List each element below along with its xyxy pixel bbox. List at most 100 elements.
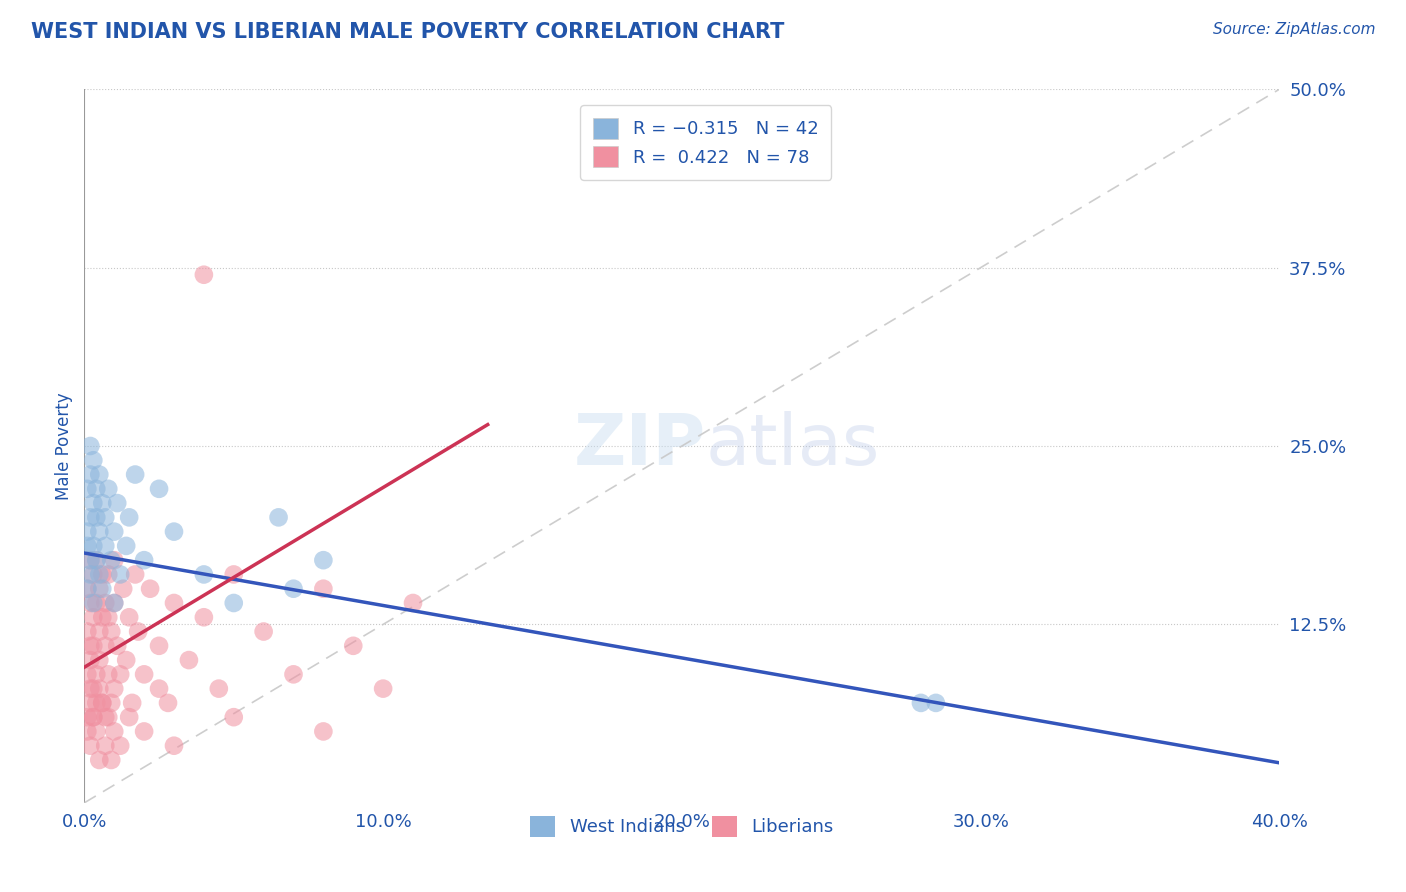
Point	[132, 724, 156, 739]
Point	[76, 667, 98, 681]
Point	[110, 567, 132, 582]
Point	[103, 553, 125, 567]
Point	[208, 681, 231, 696]
Point	[82, 596, 104, 610]
Point	[89, 681, 111, 696]
Point	[127, 624, 149, 639]
Point	[89, 582, 111, 596]
Point	[82, 453, 104, 467]
Point	[94, 739, 117, 753]
Point	[100, 696, 122, 710]
Point	[222, 567, 245, 582]
Point	[79, 596, 101, 610]
Point	[132, 553, 156, 567]
Point	[94, 510, 117, 524]
Point	[193, 567, 215, 582]
Point	[222, 710, 245, 724]
Legend: West Indians, Liberians: West Indians, Liberians	[523, 808, 841, 844]
Point	[139, 582, 162, 596]
Point	[103, 596, 125, 610]
Point	[94, 539, 117, 553]
Point	[91, 696, 114, 710]
Point	[312, 724, 335, 739]
Point	[82, 567, 104, 582]
Point	[105, 496, 128, 510]
Point	[163, 524, 186, 539]
Point	[79, 639, 101, 653]
Point	[177, 653, 200, 667]
Point	[79, 553, 101, 567]
Point	[94, 710, 117, 724]
Point	[76, 724, 98, 739]
Point	[76, 539, 98, 553]
Point	[76, 582, 98, 596]
Point	[110, 667, 132, 681]
Point	[82, 496, 104, 510]
Point	[112, 582, 135, 596]
Point	[89, 567, 111, 582]
Point	[79, 696, 101, 710]
Point	[86, 667, 108, 681]
Point	[342, 639, 364, 653]
Point	[124, 467, 146, 482]
Point	[121, 696, 143, 710]
Point	[82, 639, 104, 653]
Point	[148, 681, 170, 696]
Point	[86, 553, 108, 567]
Point	[79, 567, 101, 582]
Point	[253, 624, 276, 639]
Point	[110, 739, 132, 753]
Point	[163, 596, 186, 610]
Text: Source: ZipAtlas.com: Source: ZipAtlas.com	[1212, 22, 1375, 37]
Text: ZIP: ZIP	[574, 411, 706, 481]
Point	[82, 710, 104, 724]
Point	[89, 753, 111, 767]
Point	[193, 268, 215, 282]
Point	[91, 567, 114, 582]
Y-axis label: Male Poverty: Male Poverty	[55, 392, 73, 500]
Point	[91, 610, 114, 624]
Text: WEST INDIAN VS LIBERIAN MALE POVERTY CORRELATION CHART: WEST INDIAN VS LIBERIAN MALE POVERTY COR…	[31, 22, 785, 42]
Point	[76, 524, 98, 539]
Point	[86, 482, 108, 496]
Point	[86, 724, 108, 739]
Point	[103, 724, 125, 739]
Point	[157, 696, 180, 710]
Point	[100, 553, 122, 567]
Point	[925, 696, 948, 710]
Point	[118, 510, 141, 524]
Point	[76, 624, 98, 639]
Point	[118, 610, 141, 624]
Point	[82, 610, 104, 624]
Point	[79, 553, 101, 567]
Point	[97, 482, 120, 496]
Point	[267, 510, 290, 524]
Point	[115, 539, 138, 553]
Point	[76, 710, 98, 724]
Point	[76, 582, 98, 596]
Point	[79, 467, 101, 482]
Point	[115, 653, 138, 667]
Point	[312, 553, 335, 567]
Point	[103, 681, 125, 696]
Point	[82, 681, 104, 696]
Point	[163, 739, 186, 753]
Point	[82, 710, 104, 724]
Point	[91, 582, 114, 596]
Point	[193, 610, 215, 624]
Point	[79, 681, 101, 696]
Point	[103, 524, 125, 539]
Point	[79, 739, 101, 753]
Point	[97, 710, 120, 724]
Point	[91, 496, 114, 510]
Point	[79, 510, 101, 524]
Point	[402, 596, 425, 610]
Point	[89, 653, 111, 667]
Point	[910, 696, 932, 710]
Point	[118, 710, 141, 724]
Point	[82, 539, 104, 553]
Point	[86, 596, 108, 610]
Point	[94, 596, 117, 610]
Point	[283, 582, 305, 596]
Point	[97, 567, 120, 582]
